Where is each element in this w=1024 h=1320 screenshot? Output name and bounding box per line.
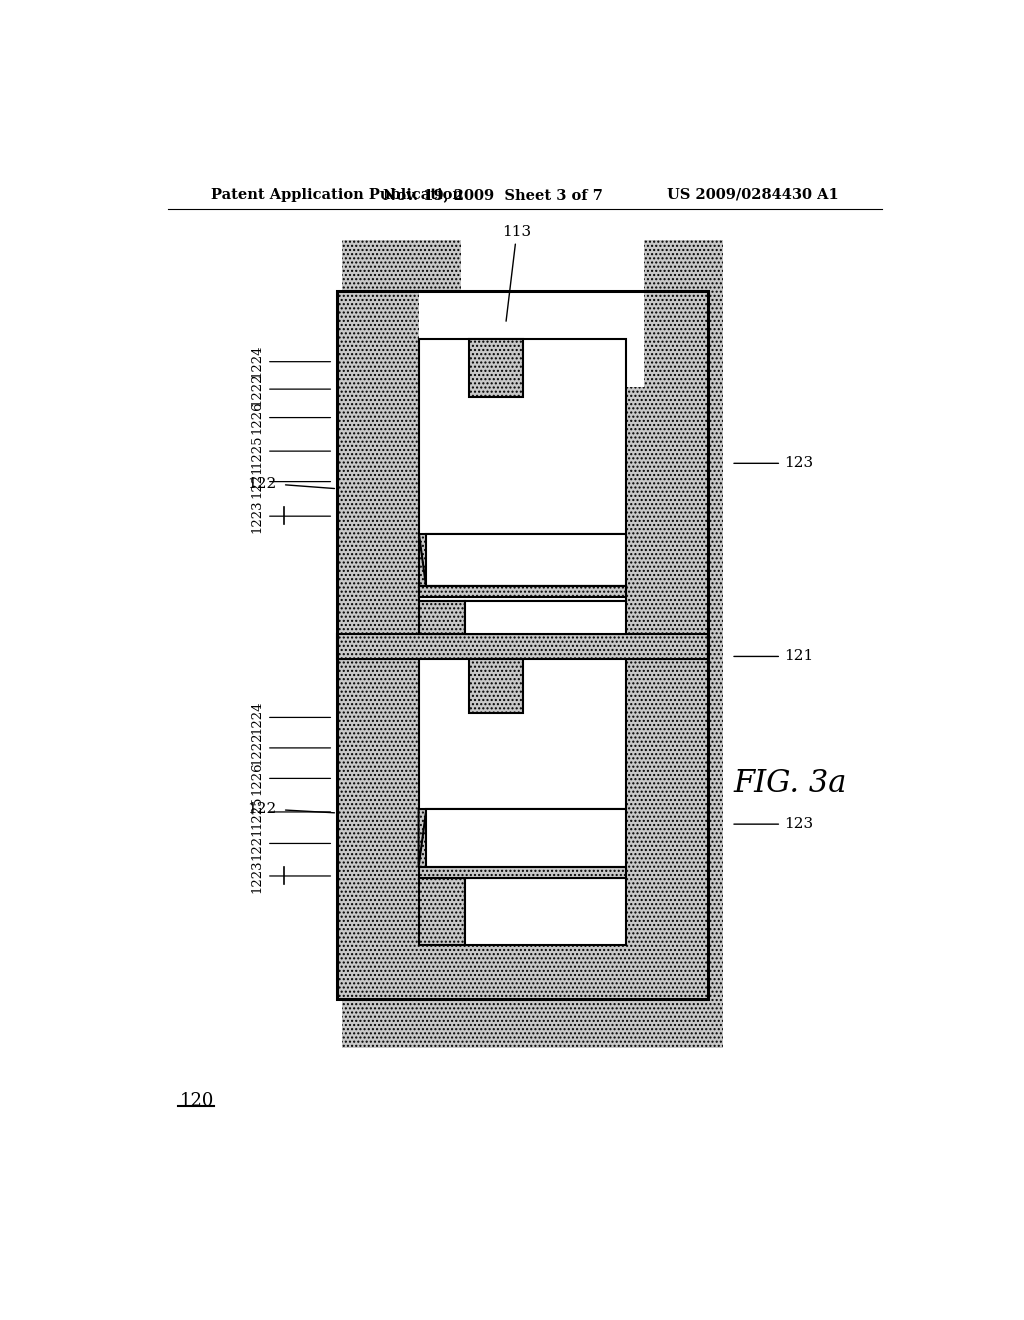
Text: US 2009/0284430 A1: US 2009/0284430 A1 xyxy=(667,187,839,202)
Bar xyxy=(469,339,523,397)
Polygon shape xyxy=(419,809,426,867)
Text: 1224: 1224 xyxy=(250,701,263,734)
Bar xyxy=(462,240,644,387)
Text: 1222: 1222 xyxy=(250,372,263,405)
Bar xyxy=(337,290,708,999)
Text: Nov. 19, 2009  Sheet 3 of 7: Nov. 19, 2009 Sheet 3 of 7 xyxy=(383,187,603,202)
Text: 121: 121 xyxy=(734,649,813,664)
Bar xyxy=(469,659,523,713)
Text: Patent Application Publication: Patent Application Publication xyxy=(211,187,463,202)
Bar xyxy=(419,586,627,597)
Bar xyxy=(465,601,627,635)
Bar xyxy=(337,635,708,659)
Text: FIG. 3a: FIG. 3a xyxy=(734,768,847,799)
Bar xyxy=(337,290,708,999)
Text: 122: 122 xyxy=(247,477,275,491)
Text: 1226: 1226 xyxy=(250,401,263,434)
Text: 123: 123 xyxy=(734,457,813,470)
Text: 1221: 1221 xyxy=(250,465,263,499)
Text: 120: 120 xyxy=(180,1092,214,1110)
Bar xyxy=(419,586,627,601)
Text: 1225: 1225 xyxy=(250,795,263,829)
Bar xyxy=(419,878,465,945)
Bar xyxy=(465,878,627,945)
Text: 1225: 1225 xyxy=(250,434,263,467)
Text: 1226: 1226 xyxy=(250,762,263,795)
Text: 1222: 1222 xyxy=(250,731,263,764)
Text: 1223: 1223 xyxy=(250,499,263,533)
Bar xyxy=(419,290,627,339)
Bar xyxy=(419,601,465,635)
Bar xyxy=(419,659,627,809)
Polygon shape xyxy=(419,535,426,586)
Bar xyxy=(342,240,723,1048)
Text: 1223: 1223 xyxy=(250,859,263,892)
Bar xyxy=(426,535,627,586)
Text: 1221: 1221 xyxy=(250,826,263,861)
Bar xyxy=(419,867,627,878)
Bar xyxy=(426,809,627,867)
Bar xyxy=(342,240,723,1048)
Text: 122: 122 xyxy=(247,801,275,816)
Text: 123: 123 xyxy=(734,817,813,832)
Text: 113: 113 xyxy=(503,224,531,321)
Text: 1224: 1224 xyxy=(250,345,263,379)
Bar xyxy=(337,290,708,999)
Bar xyxy=(419,339,627,535)
